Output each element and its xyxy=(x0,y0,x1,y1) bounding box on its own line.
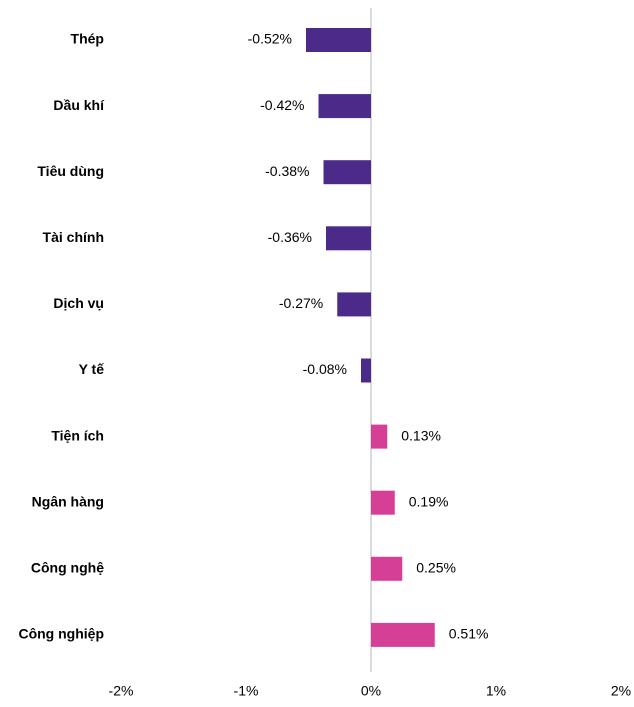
x-tick-label: 2% xyxy=(611,683,631,699)
category-label: Thép xyxy=(71,31,104,47)
x-tick-label: 0% xyxy=(361,683,381,699)
bar xyxy=(306,28,371,52)
x-tick-label: -1% xyxy=(234,683,259,699)
bar xyxy=(323,160,371,185)
bar xyxy=(361,358,371,383)
value-label: -0.27% xyxy=(279,295,323,311)
category-label: Tiêu dùng xyxy=(37,163,104,179)
category-label: Ngân hàng xyxy=(32,493,104,509)
bar xyxy=(371,556,403,581)
bar xyxy=(371,622,435,647)
category-label: Y tế xyxy=(79,361,105,377)
bar xyxy=(371,490,395,515)
category-label: Tiện ích xyxy=(51,427,104,443)
value-label: 0.51% xyxy=(449,626,489,642)
bar xyxy=(371,424,388,449)
category-label: Công nghiệp xyxy=(18,626,104,642)
bar xyxy=(318,94,371,119)
category-label: Tài chính xyxy=(43,229,104,245)
category-label: Dầu khí xyxy=(53,97,105,113)
value-label: -0.52% xyxy=(248,31,292,47)
value-label: -0.42% xyxy=(260,97,304,113)
x-tick-label: -2% xyxy=(109,683,134,699)
value-label: 0.13% xyxy=(401,427,441,443)
value-label: -0.08% xyxy=(303,361,347,377)
value-label: 0.25% xyxy=(416,560,456,576)
value-label: 0.19% xyxy=(409,493,449,509)
bar xyxy=(326,226,371,251)
bar xyxy=(337,292,371,317)
category-label: Dịch vụ xyxy=(53,295,104,311)
value-label: -0.38% xyxy=(265,163,309,179)
x-tick-label: 1% xyxy=(486,683,506,699)
value-label: -0.36% xyxy=(268,229,312,245)
category-label: Công nghệ xyxy=(31,560,104,576)
